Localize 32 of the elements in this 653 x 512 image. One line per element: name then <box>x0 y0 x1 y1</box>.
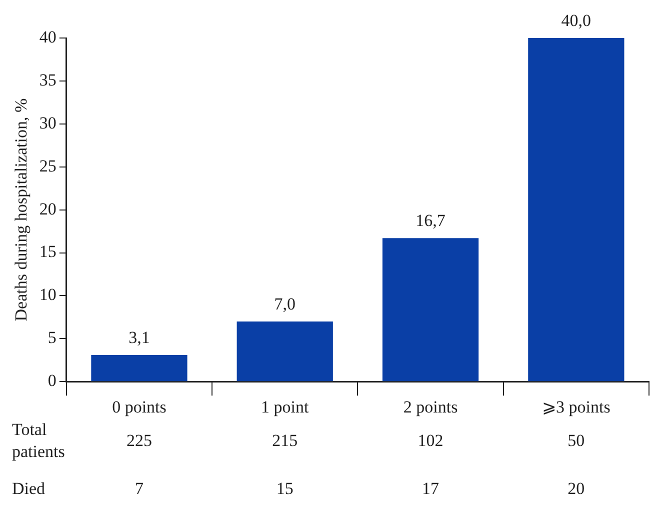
y-tick-label: 15 <box>39 242 56 262</box>
text: 215 <box>272 431 298 450</box>
y-axis-title: Deaths during hospitalization, % <box>12 98 31 322</box>
data-label: 3,1 <box>128 328 150 347</box>
bar <box>91 354 188 382</box>
y-tick-label: 25 <box>39 156 56 176</box>
bar <box>382 238 479 382</box>
data-label: 16,7 <box>416 211 446 230</box>
text: 7 <box>134 479 144 498</box>
y-tick-label: 35 <box>39 70 56 90</box>
text: 102 <box>418 431 444 450</box>
x-tick-label: ⩾3 points <box>542 397 610 416</box>
data-label: 40,0 <box>561 10 592 30</box>
x-tick-label: 1 point <box>261 397 309 416</box>
y-tick-label: 5 <box>48 328 56 348</box>
bar <box>236 321 333 382</box>
text: 225 <box>126 431 152 450</box>
text: 20 <box>568 479 585 498</box>
x-tick-label: 2 points <box>403 397 458 416</box>
y-tick-label: 40 <box>39 27 56 46</box>
bar <box>528 38 624 382</box>
text: Total patients <box>12 420 65 462</box>
data-label: 7,0 <box>274 294 296 314</box>
text: 50 <box>568 431 585 450</box>
text: 17 <box>422 479 440 498</box>
y-tick-label: 10 <box>39 285 56 304</box>
y-tick-label: 0 <box>48 371 56 390</box>
text: 15 <box>276 479 294 498</box>
text: Died <box>12 479 46 498</box>
y-tick-label: 30 <box>39 113 56 132</box>
x-tick-label: 0 points <box>112 397 166 416</box>
y-tick-label: 20 <box>39 199 56 218</box>
